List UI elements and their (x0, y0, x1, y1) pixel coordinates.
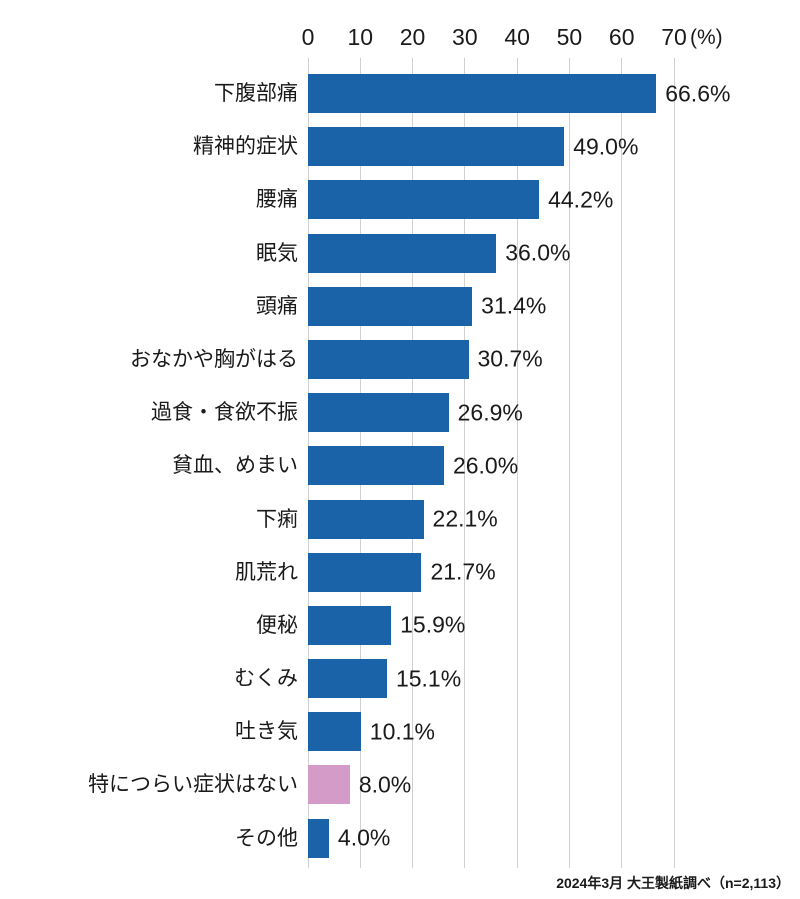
value-label: 66.6% (665, 80, 731, 106)
bar: 21.7% (308, 552, 496, 592)
bar-track: 26.0% (308, 446, 674, 486)
bar: 8.0% (308, 765, 411, 805)
bar-row: むくみ 15.1% (0, 659, 800, 712)
bar: 26.0% (308, 446, 518, 486)
x-axis-tick-label: 0 (301, 24, 315, 50)
bar-track: 8.0% (308, 765, 674, 805)
bar-row: 精神的症状 49.0% (0, 127, 800, 180)
bar-row: 貧血、めまい 26.0% (0, 446, 800, 499)
value-label: 26.9% (457, 399, 523, 426)
category-label: 過食・食欲不振 (151, 401, 298, 425)
bar-row: その他 4.0% (0, 818, 800, 872)
bar-row: 過食・食欲不振 26.9% (0, 393, 800, 446)
bar-track: 49.0% (308, 127, 674, 167)
value-label: 4.0% (337, 824, 391, 851)
bar: 31.4% (308, 286, 546, 326)
bar-row: おなかや胸がはる 30.7% (0, 339, 800, 393)
category-label: 肌荒れ (235, 560, 298, 584)
bar: 44.2% (308, 180, 613, 220)
bar-row: 頭痛 31.4% (0, 286, 800, 340)
gridline (621, 58, 623, 868)
category-label: 頭痛 (256, 294, 298, 318)
value-label: 10.1% (369, 718, 436, 745)
bar: 30.7% (308, 339, 543, 379)
category-label: 便秘 (256, 613, 298, 637)
category-label: 精神的症状 (193, 135, 298, 159)
bar-track: 15.1% (308, 659, 674, 699)
gridline (673, 58, 675, 868)
bar-track: 4.0% (308, 818, 674, 858)
bar: 49.0% (308, 127, 638, 167)
x-axis-tick-label: 40 (504, 24, 530, 50)
category-label: 特につらい症状はない (88, 773, 298, 797)
bar: 66.6% (308, 74, 730, 113)
bar-row: 便秘 15.9% (0, 605, 800, 659)
value-label: 8.0% (358, 771, 412, 798)
category-label: 下腹部痛 (214, 82, 298, 105)
bar-track: 21.7% (308, 552, 674, 592)
value-label: 31.4% (481, 292, 547, 319)
bar-row: 特につらい症状はない 8.0% (0, 765, 800, 818)
bar-track: 15.9% (308, 605, 674, 645)
bar-track: 30.7% (308, 339, 674, 379)
category-label: 腰痛 (256, 188, 298, 212)
category-label: その他 (235, 826, 298, 850)
category-label: むくみ (234, 667, 298, 691)
bar-track: 22.1% (308, 499, 674, 539)
bar: 4.0% (308, 818, 390, 858)
bar: 15.1% (308, 659, 461, 699)
bar-track: 36.0% (308, 233, 674, 273)
gridline (568, 58, 570, 868)
bar-row: 吐き気 10.1% (0, 712, 800, 765)
x-axis-tick-label: 10 (347, 24, 374, 50)
bar-row: 肌荒れ 21.7% (0, 552, 800, 606)
bar-track: 26.9% (308, 393, 674, 433)
value-label: 21.7% (430, 558, 496, 585)
category-label: 下痢 (256, 507, 298, 531)
bar: 36.0% (308, 233, 570, 273)
bar-track: 31.4% (308, 286, 674, 326)
category-label: 貧血、めまい (172, 454, 298, 478)
x-axis-tick-label: 20 (399, 24, 426, 50)
value-label: 30.7% (477, 345, 543, 372)
bar: 10.1% (308, 712, 435, 752)
bar-rows: 下腹部痛 66.6% 精神的症状 49.0% 腰痛 44.2% 眠気 36.0% 頭痛 31.4%… (0, 74, 800, 872)
x-axis-tick-label: 30 (452, 24, 478, 50)
value-label: 36.0% (505, 239, 571, 266)
value-label: 26.0% (452, 452, 519, 479)
x-axis-tick-label: 70 (661, 24, 687, 50)
value-label: 15.9% (400, 611, 466, 638)
value-label: 49.0% (573, 133, 639, 160)
x-axis-tick-label: 50 (556, 24, 583, 50)
x-axis-unit-label: (%) (690, 26, 723, 49)
value-label: 44.2% (548, 186, 614, 213)
bar-track: 10.1% (308, 712, 674, 752)
bar: 22.1% (308, 499, 498, 539)
value-label: 22.1% (432, 505, 498, 532)
gridline (516, 58, 518, 868)
gridline (464, 58, 466, 868)
bar-track: 66.6% (308, 74, 730, 113)
bar-row: 眠気 36.0% (0, 233, 800, 287)
x-axis-tick-label: 60 (608, 24, 635, 50)
category-label: 眠気 (256, 241, 298, 265)
bar-row: 下腹部痛 66.6% (0, 74, 800, 127)
bar-track: 44.2% (308, 180, 674, 220)
bar: 26.9% (308, 393, 523, 433)
category-label: おなかや胸がはる (130, 347, 298, 371)
value-label: 15.1% (395, 665, 462, 692)
bar-row: 腰痛 44.2% (0, 180, 800, 233)
bar-row: 下痢 22.1% (0, 499, 800, 553)
x-axis: 0 10 20 30 40 50 60 70 (302, 22, 687, 56)
bar: 15.9% (308, 605, 465, 645)
source-note: 2024年3月 大王製紙調べ（n=2,113） (556, 875, 790, 891)
category-label: 吐き気 (235, 720, 298, 744)
